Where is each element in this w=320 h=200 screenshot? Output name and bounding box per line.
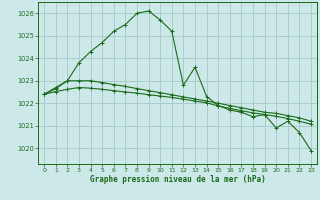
X-axis label: Graphe pression niveau de la mer (hPa): Graphe pression niveau de la mer (hPa) bbox=[90, 175, 266, 184]
